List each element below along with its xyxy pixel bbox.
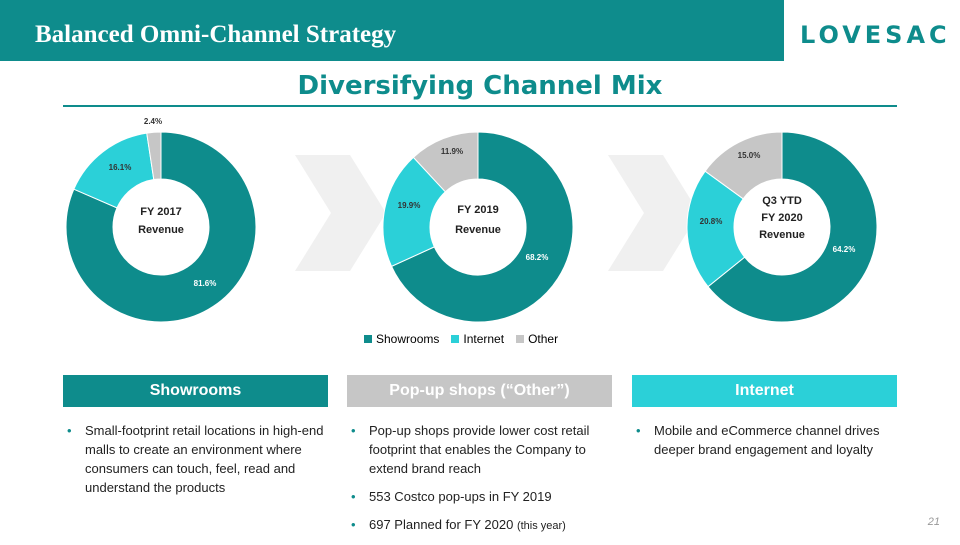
subtitle-divider <box>63 105 897 107</box>
bullet-text: Mobile and eCommerce channel drives deep… <box>654 423 880 457</box>
page-number: 21 <box>927 516 940 528</box>
internet-bullets: Mobile and eCommerce channel drives deep… <box>632 421 894 468</box>
center-label-line: Revenue <box>138 224 184 236</box>
legend-swatch-other <box>516 335 525 343</box>
center-label-line: FY 2019 <box>457 204 498 216</box>
legend-label-showrooms: Showrooms <box>376 332 440 346</box>
data-label-other: 15.0% <box>738 151 761 160</box>
chart-legend: Showrooms Internet Other <box>364 331 570 347</box>
slice-other <box>704 131 783 200</box>
center-label-line: Q3 YTD <box>762 195 802 207</box>
bullet-item: Pop-up shops provide lower cost retail f… <box>347 421 609 478</box>
slice-other <box>146 131 162 181</box>
slice-showrooms <box>707 131 878 323</box>
header-bar <box>0 0 784 61</box>
data-label-other: 11.9% <box>441 147 463 156</box>
showrooms-header: Showrooms <box>63 375 328 407</box>
legend-swatch-internet <box>451 335 460 343</box>
data-label-showrooms: 64.2% <box>833 245 856 254</box>
data-label-internet: 19.9% <box>398 201 421 210</box>
center-label-line: Revenue <box>455 224 501 236</box>
donut-charts-area: 81.6% 16.1% 2.4% FY 2017 Revenue 68.2% 19.9% 1… <box>65 117 878 323</box>
legend-item-showrooms: Showrooms <box>364 332 439 346</box>
data-label-showrooms: 81.6% <box>194 279 217 288</box>
legend-item-other: Other <box>516 332 558 346</box>
bullet-text: Small-footprint retail locations in high… <box>85 423 324 495</box>
popup-shops-bullets: Pop-up shops provide lower cost retail f… <box>347 421 609 545</box>
bullet-item: 697 Planned for FY 2020 (this year) <box>347 515 609 536</box>
data-label-other: 2.4% <box>144 117 162 126</box>
bullet-text: Pop-up shops provide lower cost retail f… <box>369 423 590 476</box>
popup-shops-header: Pop-up shops (“Other”) <box>347 375 612 407</box>
center-label-line: Revenue <box>759 229 805 241</box>
slice-showrooms <box>390 131 574 323</box>
donut-chart-fy2017: 81.6% 16.1% 2.4% FY 2017 Revenue <box>65 117 257 323</box>
lovesac-logo: LOVESAC <box>800 21 951 49</box>
slide-title: Balanced Omni-Channel Strategy <box>35 21 397 48</box>
donut-chart-fy2019: 68.2% 19.9% 11.9% FY 2019 Revenue <box>382 131 574 323</box>
arrow-chevron-2 <box>608 155 699 271</box>
bullet-text: 697 Planned for FY 2020 <box>369 517 517 532</box>
legend-item-internet: Internet <box>451 332 504 346</box>
showrooms-bullets: Small-footprint retail locations in high… <box>63 421 325 506</box>
bullet-item: Small-footprint retail locations in high… <box>63 421 325 497</box>
data-label-internet: 20.8% <box>700 217 723 226</box>
internet-header: Internet <box>632 375 897 407</box>
slice-showrooms <box>65 131 257 323</box>
donut-chart-q3ytd-fy2020: 64.2% 20.8% 15.0% Q3 YTD FY 2020 Revenue <box>686 131 878 323</box>
legend-label-internet: Internet <box>463 332 505 346</box>
slice-other <box>412 131 479 193</box>
center-label-line: FY 2020 <box>761 212 802 224</box>
arrow-chevron-1 <box>295 155 386 271</box>
section-subtitle: Diversifying Channel Mix <box>297 71 663 101</box>
bullet-note: (this year) <box>516 520 566 532</box>
center-label-line: FY 2017 <box>140 206 181 218</box>
bullet-text: 553 Costco pop-ups in FY 2019 <box>369 489 552 504</box>
legend-swatch-showrooms <box>364 335 372 343</box>
data-label-internet: 16.1% <box>109 163 132 172</box>
legend-label-other: Other <box>528 332 559 346</box>
slice-internet <box>686 170 746 288</box>
data-label-showrooms: 68.2% <box>526 253 549 262</box>
bullet-item: Mobile and eCommerce channel drives deep… <box>632 421 894 459</box>
bullet-item: 553 Costco pop-ups in FY 2019 <box>347 487 609 506</box>
